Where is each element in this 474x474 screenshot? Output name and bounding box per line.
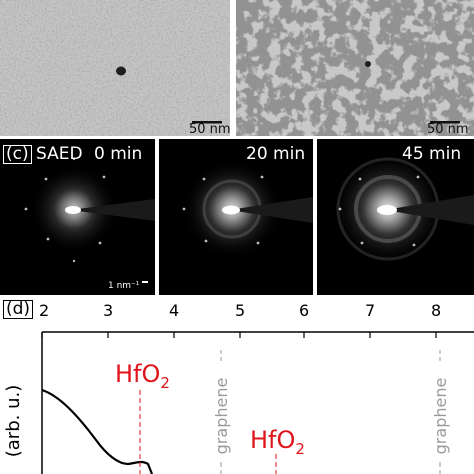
tem-image-left: 50 nm	[0, 0, 230, 136]
top-axis-tick-label: 5	[235, 301, 246, 320]
hfo2-text-1: HfO	[115, 360, 161, 388]
hfo2-annotation-2: HfO2	[250, 428, 305, 457]
y-axis-label: (arb. u.)	[3, 384, 24, 458]
hfo2-annotation-1: HfO2	[115, 362, 170, 391]
saed-scale-label: 1 nm⁻¹	[108, 281, 140, 291]
hfo2-sub-1: 2	[160, 373, 170, 392]
hfo2-sub-2: 2	[295, 439, 305, 458]
top-axis-tick-label: 2	[39, 301, 50, 320]
time-label-0: 0 min	[94, 144, 143, 164]
time-label-2: 45 min	[402, 144, 462, 164]
saed-panels	[0, 139, 474, 295]
time-label-1: 20 min	[246, 144, 306, 164]
top-axis-tick-label: 4	[169, 301, 180, 320]
top-axis-tick-label: 6	[299, 301, 310, 320]
saed-method-label: SAED	[36, 144, 83, 164]
graphene-annotation-2: graphene	[431, 377, 450, 455]
top-axis-tick-label: 8	[431, 301, 442, 320]
panel-d-tag: (d)	[3, 300, 34, 319]
saed-pattern-45min	[317, 139, 474, 295]
hfo2-text-2: HfO	[250, 426, 296, 454]
panel-c-tag: (c)	[3, 145, 32, 164]
saed-pattern-20min	[159, 139, 313, 295]
top-axis-tick-label: 7	[365, 301, 376, 320]
scale-label-left: 50 nm	[189, 122, 230, 136]
scale-label-right: 50 nm	[427, 122, 469, 136]
graphene-annotation-1: graphene	[212, 377, 231, 455]
top-axis-tick-label: 3	[103, 301, 114, 320]
tem-image-right: 50 nm	[236, 0, 474, 136]
profile-plot	[41, 331, 474, 474]
saed-pattern-0min	[0, 139, 155, 295]
